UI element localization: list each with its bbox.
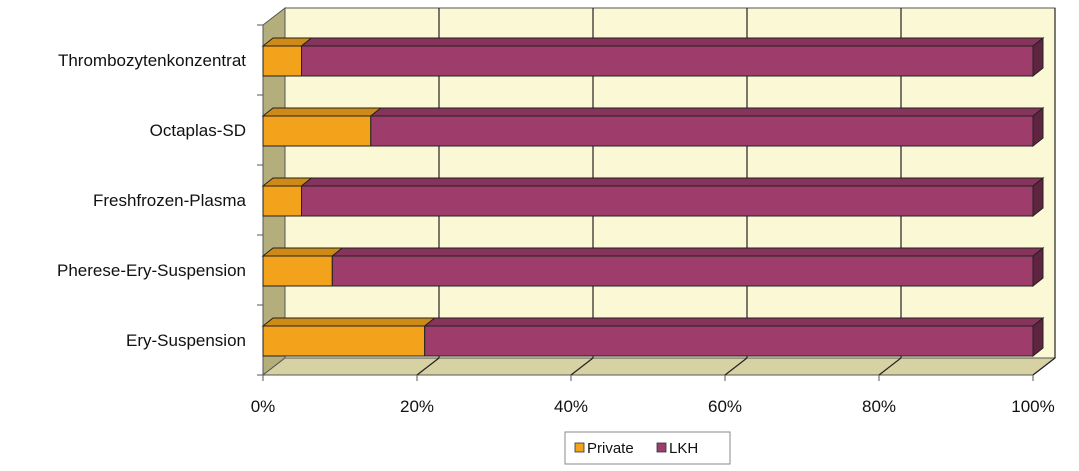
bar-front-face	[370, 115, 1034, 147]
bar-private-octaplas-sd	[261, 107, 383, 147]
category-label-freshfrozen-plasma: Freshfrozen-Plasma	[93, 191, 247, 210]
category-label-thrombozytenkonzentrat: Thrombozytenkonzentrat	[58, 51, 246, 70]
bar-top-face	[261, 107, 383, 117]
category-label-pherese-ery-suspension: Pherese-Ery-Suspension	[57, 261, 246, 280]
legend-label-private: Private	[587, 440, 634, 457]
legend: Private LKH	[564, 431, 731, 465]
x-tick-label: 0%	[251, 397, 276, 416]
bar-front-face	[262, 255, 333, 287]
bar-top-face	[300, 177, 1045, 187]
category-label-octaplas-sd: Octaplas-SD	[150, 121, 246, 140]
bar-top-face	[423, 317, 1045, 327]
bar-side-face	[1032, 246, 1044, 288]
bar-side-face	[1032, 316, 1044, 358]
category-labels: Ery-Suspension Pherese-Ery-Suspension Fres…	[57, 51, 247, 350]
legend-swatch-private	[574, 442, 585, 453]
bar-front-face	[331, 255, 1034, 287]
bars	[261, 36, 1045, 358]
bar-front-face	[262, 45, 302, 77]
bar-top-face	[261, 317, 437, 327]
bar-front-face	[301, 45, 1034, 77]
category-label-ery-suspension: Ery-Suspension	[126, 331, 246, 350]
x-tick-label: 60%	[708, 397, 742, 416]
bar-side-face	[1032, 176, 1044, 218]
floor-gridline	[416, 357, 440, 376]
bar-top-face	[330, 247, 1045, 257]
bar-top-face	[300, 37, 1045, 47]
bar-front-face	[424, 325, 1034, 357]
x-tick-label: 80%	[862, 397, 896, 416]
bar-private-ery-suspension	[261, 317, 437, 357]
bar-lkh-ery-suspension	[423, 316, 1045, 358]
bar-lkh-pherese-ery-suspension	[330, 246, 1045, 288]
floor-gridline	[1032, 357, 1056, 376]
legend-label-lkh: LKH	[669, 440, 698, 457]
bar-top-face	[369, 107, 1045, 117]
x-tick-label: 20%	[400, 397, 434, 416]
bar-private-pherese-ery-suspension	[261, 247, 344, 287]
bar-lkh-thrombozytenkonzentrat	[300, 36, 1045, 78]
bar-side-face	[1032, 106, 1044, 148]
bar-front-face	[262, 185, 302, 217]
bar-top-face	[261, 247, 344, 257]
bar-front-face	[262, 325, 426, 357]
x-tick-label: 100%	[1011, 397, 1054, 416]
bar-front-face	[301, 185, 1034, 217]
bar-lkh-freshfrozen-plasma	[300, 176, 1045, 218]
floor	[261, 357, 1057, 376]
bar-front-face	[262, 115, 372, 147]
legend-box	[564, 431, 731, 465]
x-tick-label: 40%	[554, 397, 588, 416]
bar-private-thrombozytenkonzentrat	[261, 37, 313, 77]
x-axis-ticks: 0% 20% 40% 60% 80% 100%	[251, 397, 1055, 416]
bar-lkh-octaplas-sd	[369, 106, 1045, 148]
floor-gridline	[570, 357, 594, 376]
legend-swatch-lkh	[656, 442, 667, 453]
floor-gridline	[724, 357, 748, 376]
floor-gridline	[878, 357, 902, 376]
bar-side-face	[1032, 36, 1044, 78]
bar-private-freshfrozen-plasma	[261, 177, 313, 217]
